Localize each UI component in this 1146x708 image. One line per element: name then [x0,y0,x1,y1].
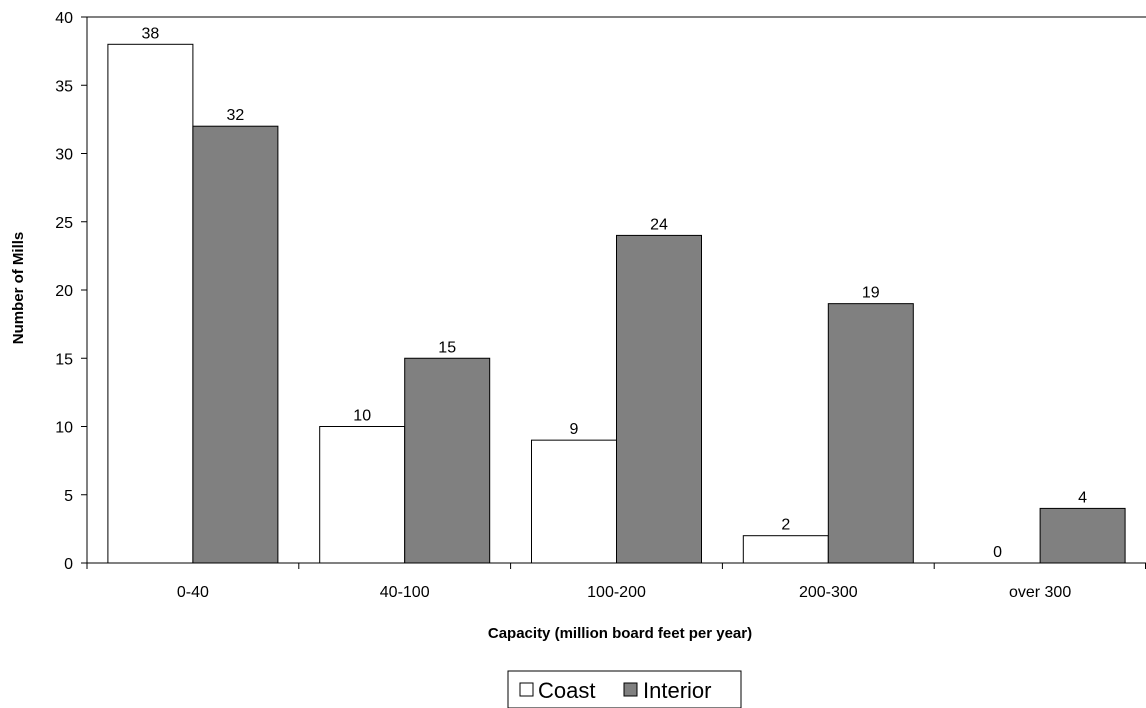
bar-interior-1 [404,357,491,564]
data-labels-group: 38 32 10 15 9 24 2 19 0 4 [142,25,1088,561]
y-tick-label-3: 15 [55,351,73,368]
bar-interior-4 [1039,507,1126,564]
data-label-interior-4: 4 [1078,489,1087,506]
data-label-interior-0: 32 [227,107,245,124]
y-tick-label-2: 10 [55,420,73,437]
data-label-interior-1: 15 [438,339,456,356]
x-tick-label-3: 200-300 [799,584,858,601]
data-label-coast-1: 10 [353,408,371,425]
data-label-coast-4: 0 [993,544,1002,561]
bars-group [107,43,1126,564]
data-label-coast-3: 2 [781,517,790,534]
legend-label-coast: Coast [538,678,595,703]
bar-interior-0 [192,125,279,564]
y-tick-label-6: 30 [55,147,73,164]
x-tick-label-2: 100-200 [587,584,646,601]
y-tick-label-0: 0 [64,556,73,573]
tick-labels-group: 0-40 40-100 100-200 200-300 over 30005101520… [55,10,1071,601]
legend-label-interior: Interior [643,678,711,703]
bar-coast-2 [531,439,617,564]
legend-swatch-interior [623,682,638,697]
bar-coast-0 [107,43,194,564]
x-tick-label-1: 40-100 [380,584,430,601]
data-label-coast-0: 38 [142,25,160,42]
bar-coast-1 [319,426,406,564]
y-tick-label-1: 5 [64,488,73,505]
legend-swatch-coast [519,682,534,697]
y-tick-label-5: 25 [55,215,73,232]
data-label-interior-3: 19 [862,285,880,302]
y-tick-label-4: 20 [55,283,73,300]
y-tick-label-8: 40 [55,10,73,27]
y-axis-title: Number of Mills [10,232,27,345]
x-tick-label-0: 0-40 [177,584,209,601]
legend: Coast Interior [507,670,742,708]
x-tick-label-4: over 300 [1009,584,1071,601]
y-tick-label-7: 35 [55,78,73,95]
bar-interior-3 [827,303,914,564]
data-label-interior-2: 24 [650,216,668,233]
data-label-coast-2: 9 [570,421,579,438]
bar-interior-2 [616,234,702,564]
axes-group [81,16,1146,569]
bar-coast-3 [742,535,829,564]
x-axis-title: Capacity (million board feet per year) [488,625,752,642]
